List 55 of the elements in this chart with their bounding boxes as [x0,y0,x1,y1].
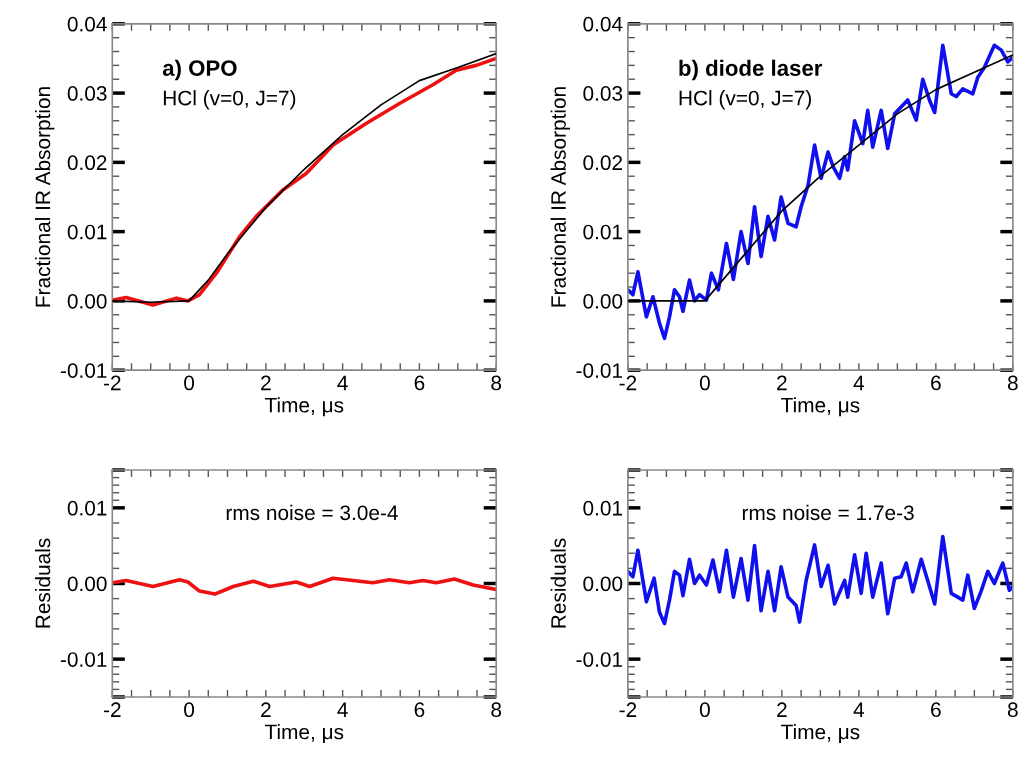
y-tick-label: 0.00 [583,293,623,309]
x-tick-label: 8 [1007,702,1018,718]
x-tick-label: 4 [853,375,865,391]
x-tick-label: 8 [491,375,502,391]
y-tick-label: 0.00 [583,576,623,592]
y-tick-label: -0.01 [576,652,623,667]
line-series [627,43,1013,341]
line-series [627,534,1013,626]
x-tick-label: 4 [337,702,348,717]
x-tick-label: 6 [414,702,425,718]
y-tick-label: 0.02 [67,155,107,171]
x-tick-label: 8 [1007,375,1018,391]
annotation: a) OPO [162,59,237,81]
x-tick-label: 6 [414,375,425,391]
y-tick-label: -0.01 [60,652,107,667]
x-tick-label: 2 [261,702,271,717]
x-tick-label: 0 [184,375,195,391]
y-axis-title: Fractional IR Absorption [550,87,571,307]
y-tick-label: 0.01 [583,224,623,240]
line-series [112,576,497,596]
y-tick-label: 0.03 [67,86,107,101]
y-tick-label: 0.01 [67,500,107,516]
x-tick-label: -2 [103,702,121,717]
y-tick-label: 0.02 [583,155,623,171]
y-tick-label: 0.04 [583,16,623,32]
x-tick-label: 0 [184,702,195,718]
annotation: HCl (v=0, J=7) [679,90,811,110]
x-tick-label: 2 [261,375,271,391]
y-tick-label: 0.01 [67,224,107,240]
annotation: rms noise = 3.0e-4 [226,504,398,521]
x-tick-label: 6 [931,702,941,718]
y-axis-title: Fractional IR Absorption [34,87,55,307]
x-tick-label: 2 [777,702,787,717]
x-tick-label: 8 [491,702,502,718]
y-tick-label: 0.04 [67,16,107,32]
y-axis-title: Residuals [34,538,51,628]
x-tick-label: 2 [777,375,787,391]
annotation: HCl (v=0, J=7) [163,90,296,110]
x-tick-label: 6 [931,375,941,391]
x-tick-label: 0 [699,702,710,718]
y-tick-label: 0.00 [67,293,107,309]
x-tick-label: 0 [699,375,710,391]
x-axis-title: Time, μs [264,397,344,417]
y-tick-label: 0.00 [67,576,107,592]
y-tick-label: 0.01 [583,500,623,516]
y-tick-label: 0.03 [583,86,623,101]
annotation: rms noise = 1.7e-3 [742,504,914,521]
x-tick-label: 4 [337,375,348,391]
x-axis-title: Time, μs [781,397,860,417]
x-axis-title: Time, μs [264,724,344,744]
x-tick-label: -2 [619,702,637,717]
annotation: b) diode laser [679,59,823,81]
x-axis-title: Time, μs [781,724,860,744]
x-tick-label: 4 [853,702,865,717]
y-axis-title: Residuals [550,538,566,628]
